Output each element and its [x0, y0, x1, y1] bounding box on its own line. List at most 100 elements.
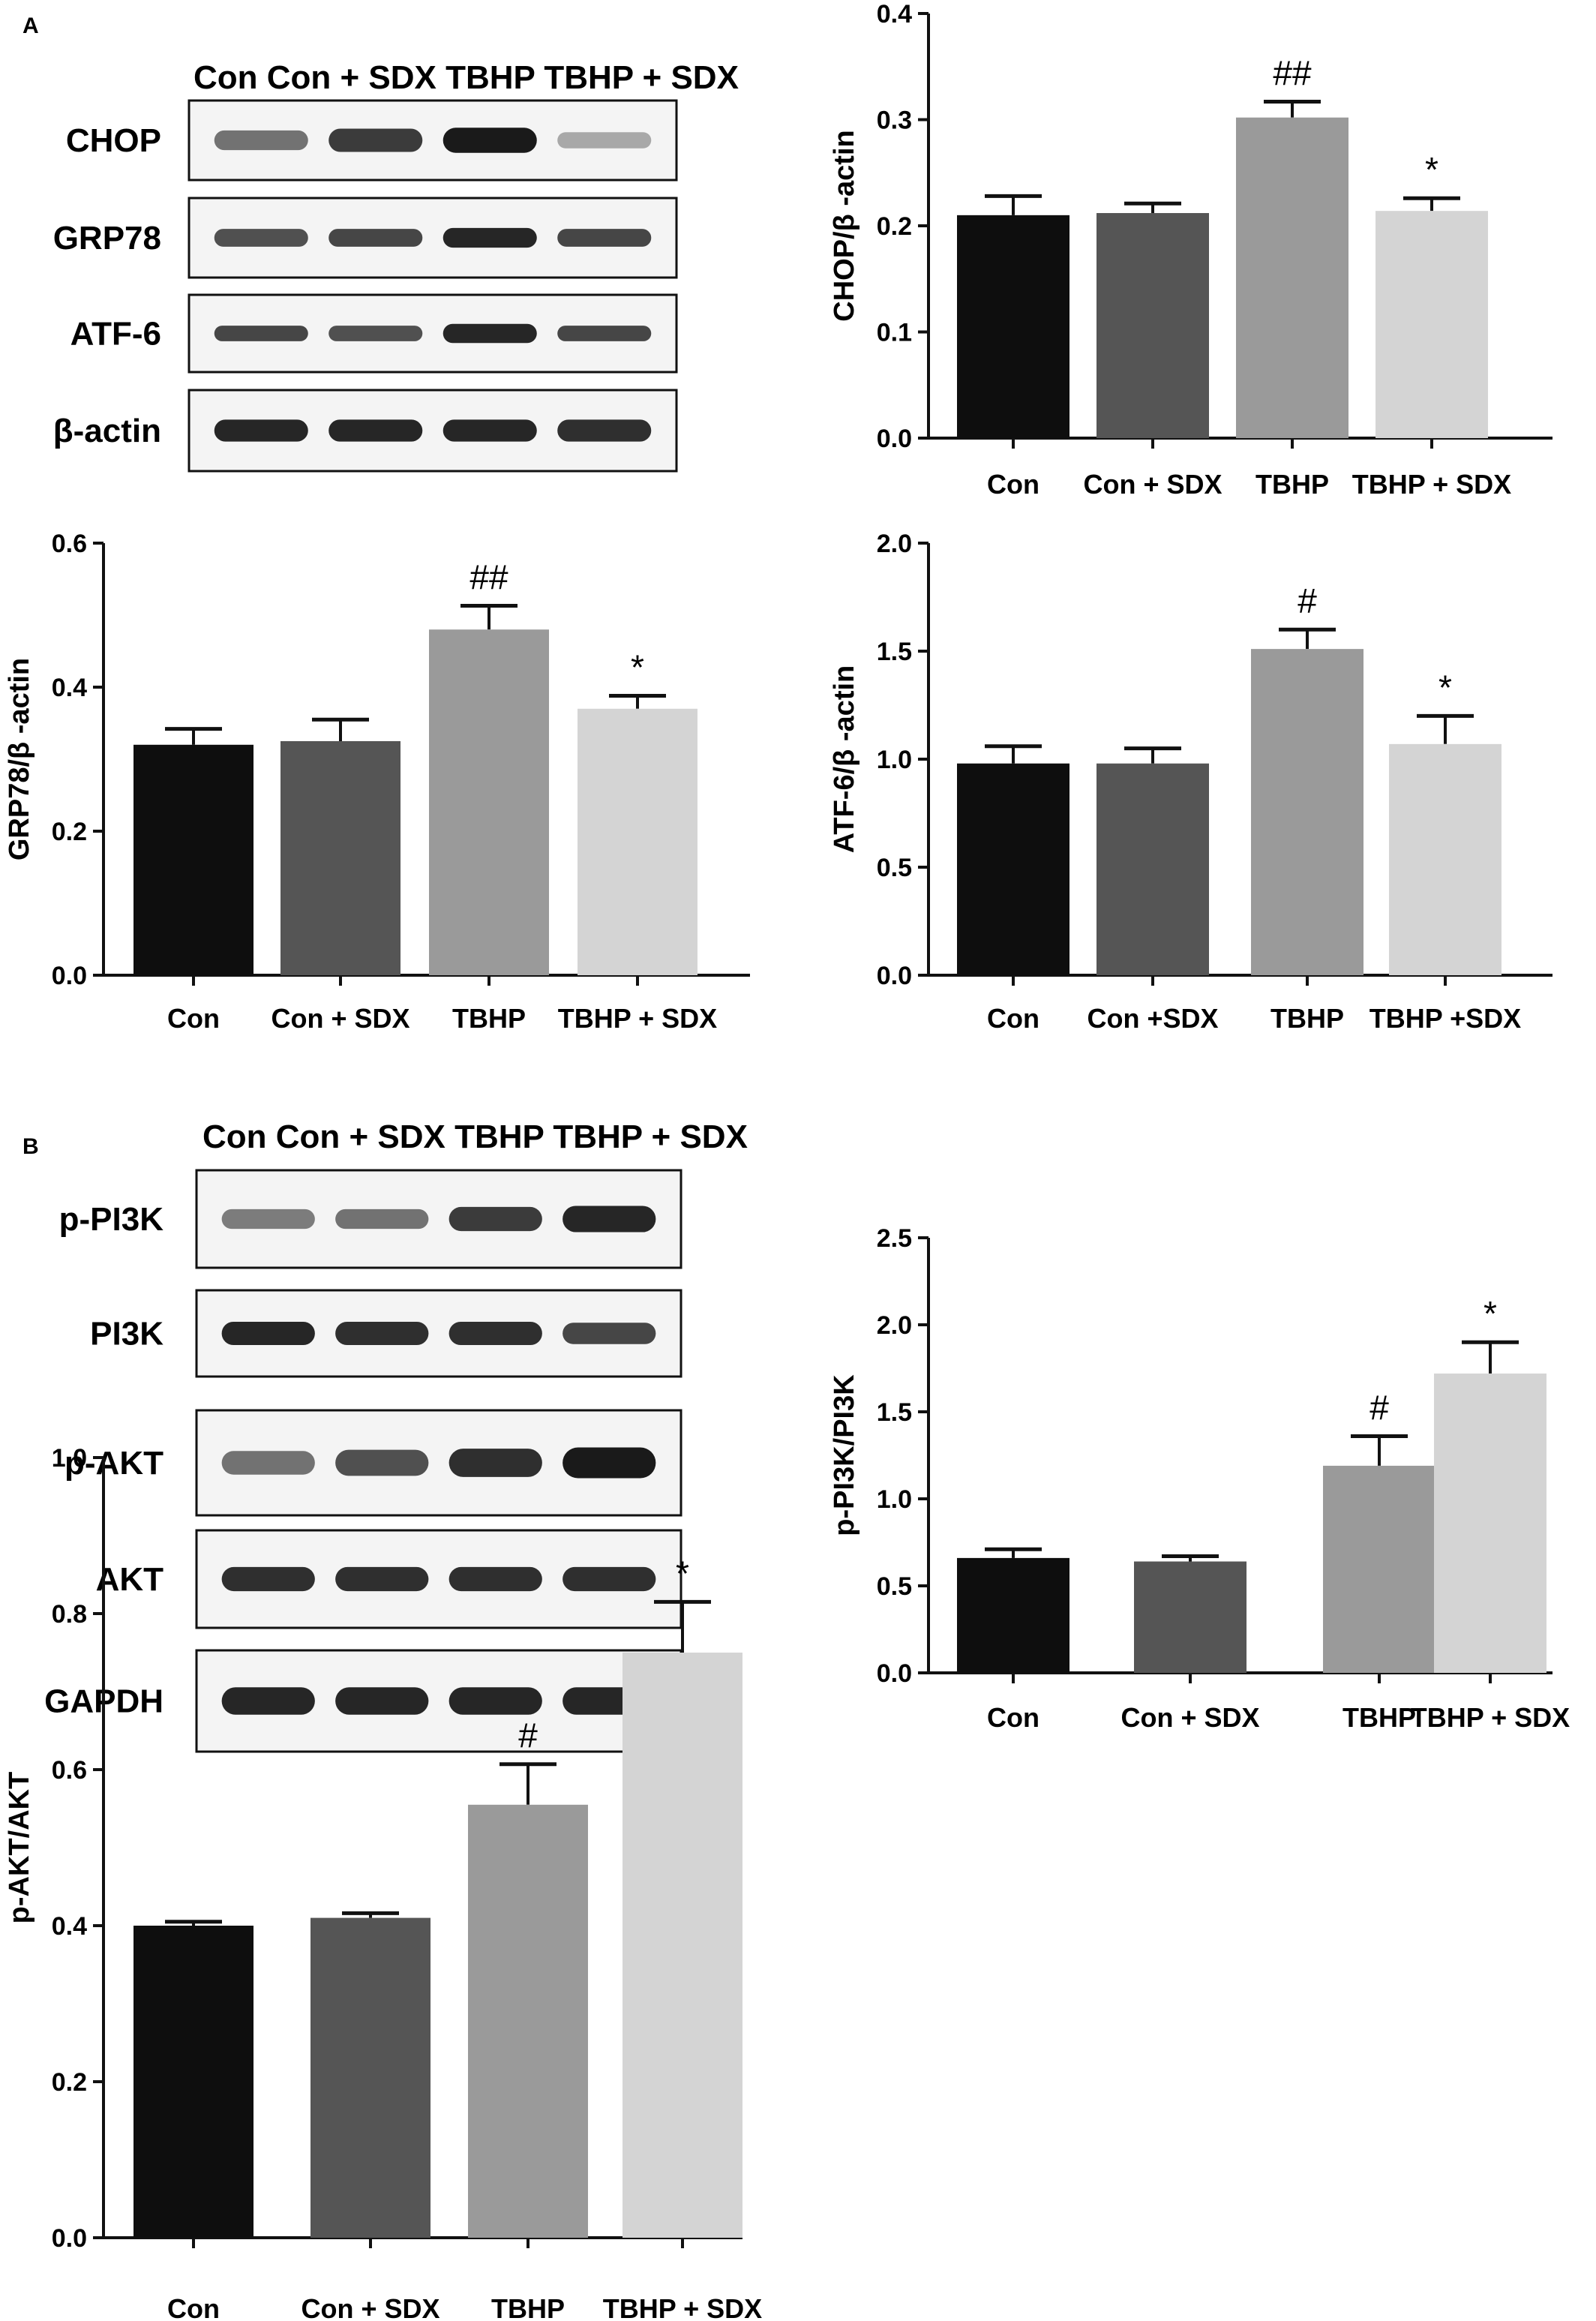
significance-label: ##: [470, 558, 508, 597]
x-tick-label: Con +SDX: [1087, 1003, 1218, 1034]
y-tick-label: 0.2: [877, 212, 912, 241]
blot-band: [448, 1206, 542, 1232]
bar-tbhp: [1236, 117, 1348, 439]
y-tick-label: 2.5: [877, 1224, 912, 1253]
blot-band: [448, 1449, 542, 1477]
blot-label-chop: CHOP: [66, 122, 161, 159]
y-tick-label: 0.0: [877, 962, 912, 990]
blot-label-actin: β-actin: [53, 413, 161, 449]
y-tick-label: 1.0: [877, 1485, 912, 1514]
blot-band: [442, 128, 537, 153]
x-tick-label: TBHP: [491, 2293, 565, 2321]
x-tick-label: Con + SDX: [301, 2293, 440, 2321]
y-tick-label: 0.0: [877, 425, 912, 453]
panel-letter-b: B: [22, 1134, 39, 1159]
blot-band: [335, 1687, 429, 1715]
x-tick-label: Con: [167, 2293, 220, 2321]
chart-p-pi3k-pi3k: 0.0 0.5 1.0 1.5 2.0 2.5 p-PI3K/PI3K Con Con + SD…: [829, 1224, 1570, 1733]
chart-chop-actin: 0.0 0.1 0.2 0.3 0.4 CHOP/β -actin Con Con + SDX…: [829, 0, 1552, 500]
bar-tbhp-sdx: [622, 1653, 742, 2238]
y-tick-label: 0.4: [52, 1912, 87, 1941]
blot-label-p-akt: p-AKT: [64, 1445, 164, 1482]
chart-grp78-actin: 0.0 0.2 0.4 0.6 GRP78/β -actin Con Con + SDX TB…: [4, 530, 750, 1034]
bar-charts: 0.0 0.1 0.2 0.3 0.4 CHOP/β -actin Con Con + SDX…: [4, 0, 1570, 2321]
bar-con-sdx: [310, 1917, 430, 2238]
bar-tbhp-sdx: [1434, 1373, 1546, 1673]
y-tick-label: 0.0: [52, 962, 87, 990]
x-tick-label: Con: [167, 1003, 220, 1034]
y-tick-label: 0.2: [52, 818, 87, 846]
blot-band: [557, 132, 652, 149]
bar-con: [134, 744, 254, 975]
x-tick-label: Con + SDX: [1120, 1702, 1259, 1733]
bar-con: [957, 1557, 1070, 1673]
x-tick-label: TBHP + SDX: [603, 2293, 762, 2321]
y-tick-label: 0.2: [52, 2068, 87, 2097]
blot-band: [557, 229, 652, 247]
x-tick-label: TBHP + SDX: [1352, 469, 1511, 500]
blot-band: [221, 1687, 315, 1715]
blot-band: [335, 1566, 429, 1592]
bar-tbhp-sdx: [578, 708, 698, 975]
blot-band: [557, 326, 652, 341]
x-tick-label: TBHP + SDX: [1411, 1702, 1570, 1733]
x-tick-label: Con: [987, 469, 1040, 500]
blot-band: [562, 1206, 656, 1233]
blot-panel: Con Con + SDX TBHP TBHP + SDX CHOP GRP78 AT…: [53, 59, 739, 473]
significance-label: *: [631, 648, 644, 687]
blot-band: [448, 1566, 542, 1592]
blot-band: [442, 323, 537, 344]
bar-tbhp: [468, 1804, 588, 2238]
panel-letter-a: A: [22, 14, 39, 38]
bar-con: [957, 215, 1070, 438]
blot-label-grp78: GRP78: [53, 220, 161, 257]
chart-atf-6-actin: 0.0 0.5 1.0 1.5 2.0 ATF-6/β -actin Con Con +SDX…: [829, 530, 1552, 1034]
blot-label-p-pi3k: p-PI3K: [59, 1201, 164, 1238]
y-tick-label: 2.0: [877, 530, 912, 558]
blot-band: [562, 1447, 656, 1479]
bar-tbhp: [1251, 649, 1364, 975]
blot-band: [221, 1321, 315, 1346]
significance-label: #: [1370, 1388, 1389, 1427]
significance-label: *: [676, 1554, 689, 1593]
x-tick-label: Con + SDX: [271, 1003, 410, 1034]
blot-band: [214, 419, 308, 442]
blot-band: [214, 130, 308, 151]
y-tick-label: 0.1: [877, 319, 912, 347]
blot-band: [214, 326, 308, 341]
y-tick-label: 0.4: [52, 674, 87, 702]
significance-label: *: [1425, 150, 1438, 189]
blot-band: [335, 1321, 429, 1346]
bar-tbhp-sdx: [1389, 743, 1502, 975]
blot-band: [448, 1321, 542, 1346]
blot-band: [214, 229, 308, 247]
blot-band: [442, 419, 537, 442]
blot-band: [328, 128, 423, 152]
y-tick-label: 0.6: [52, 1756, 87, 1785]
chart-p-akt-akt: 0.0 0.2 0.4 0.6 0.8 1.0 p-AKT/AKT Con Con + SDX T…: [4, 1444, 762, 2321]
blot-band: [442, 227, 537, 248]
y-tick-label: 0.5: [877, 854, 912, 882]
y-tick-label: 0.6: [52, 530, 87, 558]
bar-tbhp: [429, 629, 549, 975]
blot-band: [221, 1566, 315, 1592]
y-tick-label: 0.4: [877, 0, 912, 29]
bar-con-sdx: [1096, 213, 1209, 438]
bar-con: [957, 763, 1070, 975]
x-tick-label: TBHP: [1270, 1003, 1344, 1034]
x-tick-label: Con + SDX: [1083, 469, 1222, 500]
y-tick-label: 1.0: [877, 746, 912, 774]
x-tick-label: TBHP +SDX: [1370, 1003, 1521, 1034]
y-tick-label: 2.0: [877, 1311, 912, 1340]
y-tick-label: 1.0: [52, 1444, 87, 1473]
y-tick-label: 0.8: [52, 1600, 87, 1629]
y-tick-label: 0.0: [52, 2224, 87, 2253]
y-axis-title: ATF-6/β -actin: [829, 665, 860, 854]
y-axis-title: p-PI3K/PI3K: [829, 1374, 860, 1536]
y-axis-title: CHOP/β -actin: [829, 130, 860, 321]
blot-band: [328, 419, 423, 442]
blot-label-atf-6: ATF-6: [70, 316, 161, 353]
significance-label: *: [1438, 668, 1452, 707]
blot-band: [221, 1209, 315, 1230]
